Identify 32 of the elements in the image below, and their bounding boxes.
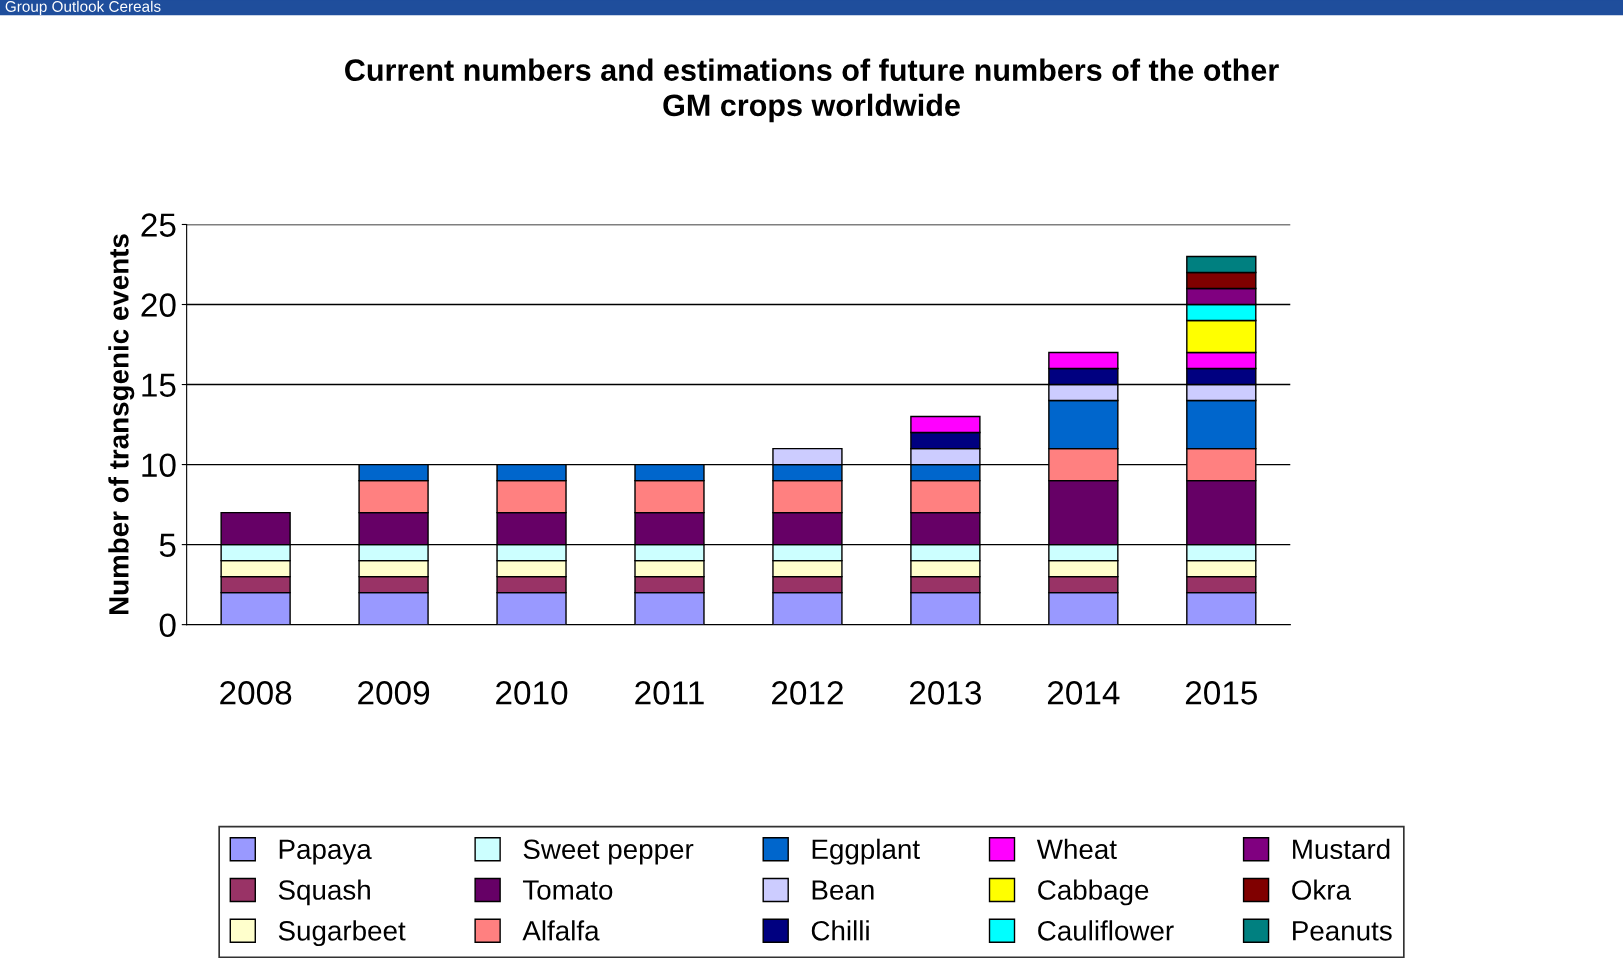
legend-label: Squash: [278, 879, 370, 906]
x-tick-label: 2014: [1047, 681, 1120, 705]
legend-label: Tomato: [522, 880, 613, 900]
y-tick-label: 25: [141, 213, 176, 237]
x-tick-label: 2011: [635, 681, 704, 705]
x-tick-label: 2012: [772, 681, 843, 705]
legend-label: Alfalfa: [522, 920, 600, 941]
x-tick-label: 2015: [1185, 681, 1257, 705]
x-tick-label: 2008: [220, 681, 292, 705]
legend-label: Cabbage: [1038, 879, 1149, 906]
legend-label: Mustard: [1293, 838, 1390, 860]
y-tick-label: 0: [159, 613, 176, 638]
x-tick-label: 2010: [496, 681, 568, 705]
y-tick-label: 10: [142, 453, 176, 477]
chart-title: Current numbers and estimations of future numbers of the other GM crops worldwide: [345, 58, 1279, 123]
y-tick-label: 20: [141, 293, 176, 317]
text: Group Outlook Cereals: [5, 0, 161, 15]
legend-label: Papaya: [279, 839, 372, 865]
y-tick-label: 5: [159, 533, 176, 558]
y-tick-label: 15: [142, 373, 176, 397]
y-axis-title: Number of transgenic events: [108, 234, 135, 615]
legend-label: Sweet pepper: [523, 839, 694, 865]
legend-label: Cauliflower: [1038, 920, 1174, 941]
legend-label: Wheat: [1036, 838, 1117, 860]
legend-label: Peanuts: [1293, 921, 1392, 941]
legend-label: Sugarbeet: [278, 920, 406, 947]
x-tick-label: 2009: [358, 681, 430, 705]
legend-label: Eggplant: [812, 838, 920, 865]
legend-label: Bean: [812, 880, 874, 900]
legend-label: Okra: [1292, 879, 1351, 900]
x-tick-label: 2013: [910, 681, 982, 705]
legend-label: Chilli: [811, 920, 869, 941]
